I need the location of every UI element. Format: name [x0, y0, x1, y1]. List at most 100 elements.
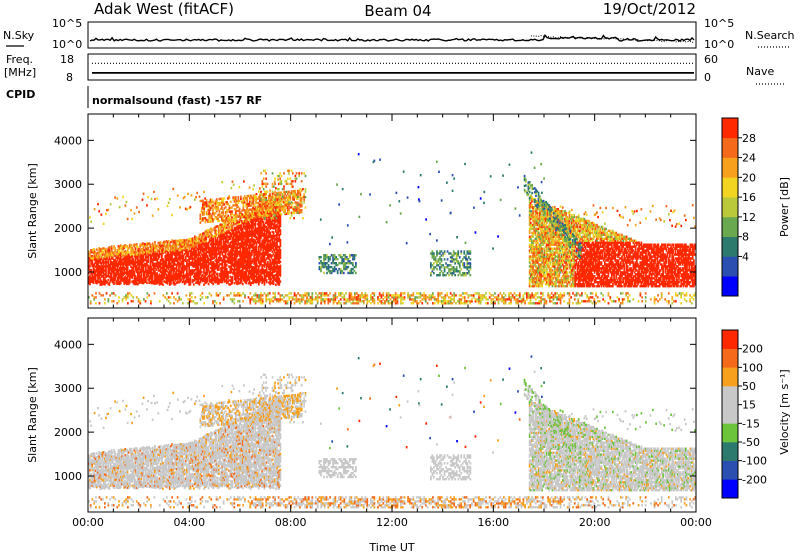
- power-cell: [231, 206, 233, 208]
- power-cell: [243, 180, 245, 182]
- power-cell: [142, 199, 144, 201]
- power-cell: [146, 204, 148, 206]
- power-cell: [297, 298, 299, 300]
- power-cell: [384, 296, 386, 298]
- power-cell: [260, 172, 262, 174]
- power-cell: [363, 294, 365, 296]
- power-cell: [436, 298, 438, 300]
- power-cell: [156, 272, 158, 274]
- power-cell: [238, 196, 240, 198]
- power-cell: [441, 292, 443, 294]
- noise-right-tick-bottom: 10^0: [704, 38, 734, 51]
- power-cell: [304, 292, 306, 294]
- power-cell: [358, 294, 360, 296]
- power-cell: [372, 292, 374, 294]
- power-cell: [305, 196, 307, 198]
- power-cell: [230, 298, 232, 300]
- power-cell: [259, 187, 261, 189]
- power-cell: [388, 300, 390, 302]
- power-cell: [381, 294, 383, 296]
- power-cell: [200, 214, 202, 216]
- power-cell: [262, 185, 264, 187]
- power-cell: [308, 298, 310, 300]
- power-cell: [324, 292, 326, 294]
- power-cell: [212, 283, 214, 285]
- power-cell: [191, 292, 193, 294]
- power-cell: [209, 292, 211, 294]
- power-cell: [409, 294, 411, 296]
- power-cell: [315, 296, 317, 298]
- power-cell: [187, 193, 189, 195]
- power-cell: [108, 298, 110, 300]
- power-cell: [269, 292, 271, 294]
- power-cell: [107, 209, 109, 211]
- freq-panel-frame: [88, 54, 696, 80]
- power-cell: [134, 212, 136, 214]
- power-cell: [288, 170, 290, 172]
- power-cell: [110, 203, 112, 205]
- power-cell: [274, 183, 276, 185]
- power-cell: [269, 193, 271, 195]
- power-cell: [154, 241, 156, 243]
- power-cell: [303, 172, 305, 174]
- power-cell: [258, 294, 260, 296]
- power-cell: [352, 296, 354, 298]
- power-cell: [217, 273, 219, 275]
- power-cell: [200, 294, 202, 296]
- power-cell: [298, 212, 300, 214]
- power-cell: [301, 204, 303, 206]
- power-cell: [336, 302, 338, 304]
- power-cell: [297, 204, 299, 206]
- power-cell: [421, 294, 423, 296]
- power-cell: [200, 222, 202, 224]
- power-cell: [343, 294, 345, 296]
- power-cell: [168, 240, 170, 242]
- power-cell: [138, 298, 140, 300]
- power-cell: [182, 302, 184, 304]
- power-cell: [260, 191, 262, 193]
- power-cell: [303, 199, 305, 201]
- power-cell: [222, 209, 224, 211]
- power-cell: [282, 193, 284, 195]
- power-cell: [265, 193, 267, 195]
- power-cell: [420, 300, 422, 302]
- power-cell: [195, 250, 197, 252]
- power-cell: [368, 300, 370, 302]
- power-cell: [90, 221, 92, 223]
- power-cell: [272, 172, 274, 174]
- power-cell: [292, 172, 294, 174]
- power-cell: [400, 292, 402, 294]
- power-cell: [311, 292, 313, 294]
- power-cell: [411, 294, 413, 296]
- power-cell: [407, 292, 409, 294]
- power-cell: [180, 298, 182, 300]
- power-cell: [294, 298, 296, 300]
- power-cell: [191, 296, 193, 298]
- power-cell: [293, 212, 295, 214]
- power-cell: [267, 261, 269, 263]
- power-cell: [242, 300, 244, 302]
- power-cell: [281, 204, 283, 206]
- power-cell: [152, 215, 154, 217]
- power-cell: [221, 206, 223, 208]
- power-cell: [288, 292, 290, 294]
- power-cell: [266, 279, 268, 281]
- power-cell: [279, 172, 281, 174]
- power-cell: [420, 292, 422, 294]
- power-cell: [370, 294, 372, 296]
- power-cell: [259, 204, 261, 206]
- power-cell: [427, 302, 429, 304]
- power-cell: [361, 292, 363, 294]
- power-cell: [365, 292, 367, 294]
- power-cell: [143, 298, 145, 300]
- power-cell: [253, 298, 255, 300]
- power-cell: [267, 191, 269, 193]
- power-cell: [283, 206, 285, 208]
- power-cell: [169, 198, 171, 200]
- power-cell: [326, 292, 328, 294]
- power-cell: [94, 208, 96, 210]
- power-cell: [172, 188, 174, 190]
- power-cell: [101, 214, 103, 216]
- power-cell: [319, 296, 321, 298]
